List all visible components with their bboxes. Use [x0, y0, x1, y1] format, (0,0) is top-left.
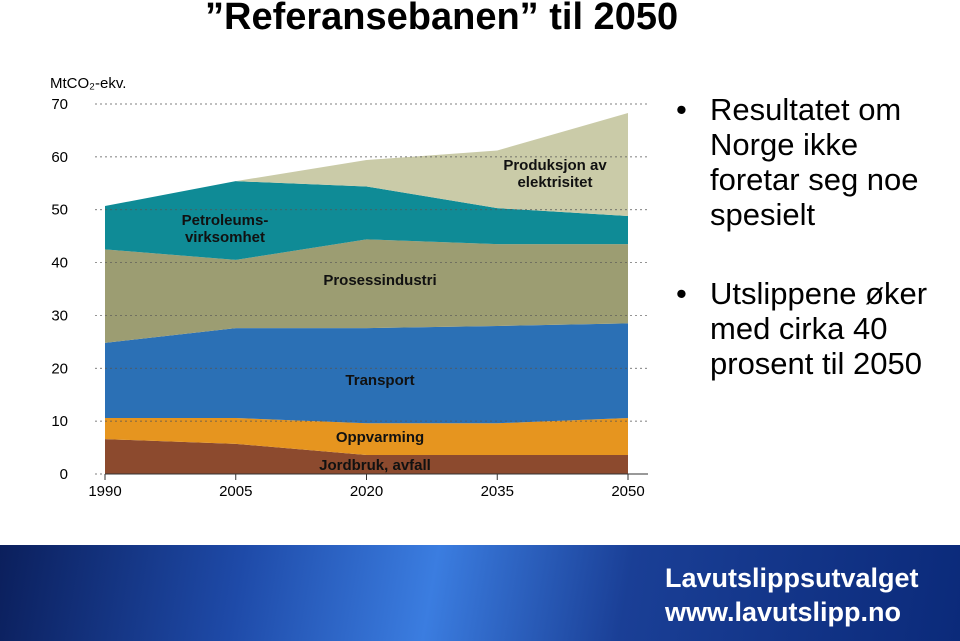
y-tick-label: 10 [51, 413, 68, 430]
area [105, 417, 628, 455]
y-tick-label: 40 [51, 255, 68, 272]
area-label: Transport [345, 372, 415, 389]
bullet: Resultatet om Norge ikke foretar seg noe… [676, 92, 956, 232]
area-label: Jordbruk, avfall [319, 457, 431, 474]
area [105, 323, 628, 424]
y-tick-label: 30 [51, 307, 68, 324]
y-tick-label: 0 [60, 466, 68, 483]
x-tick-label: 2005 [219, 483, 252, 500]
area-label: Prosessindustri [323, 272, 437, 289]
area [105, 181, 628, 260]
area [105, 112, 628, 217]
y-axis-label: MtCO₂-ekv. [50, 75, 126, 92]
area-label: Produksjon av elektrisitet [503, 157, 607, 191]
x-tick-label: 1990 [88, 483, 121, 500]
area [105, 239, 628, 343]
footer: Lavutslippsutvalget www.lavutslipp.no [0, 545, 960, 641]
x-tick-label: 2035 [481, 483, 514, 500]
x-tick-label: 2050 [611, 483, 644, 500]
y-tick-label: 60 [51, 149, 68, 166]
footer-name: Lavutslippsutvalget [665, 563, 919, 593]
x-tick-label: 2020 [350, 483, 383, 500]
area-label: Petroleums-virksomhet [181, 212, 269, 246]
chart: MtCO₂-ekv. 0 10 20 30 40 50 60 70 1990 2005 2020 20… [45, 75, 655, 505]
footer-url: www.lavutslipp.no [665, 597, 902, 627]
area [105, 439, 628, 474]
bullet-list: Resultatet om Norge ikke foretar seg noe… [676, 92, 956, 425]
y-tick-label: 70 [51, 96, 68, 113]
y-tick-label: 50 [51, 202, 68, 219]
bullet: Utslippene øker med cirka 40 prosent til… [676, 276, 956, 381]
area-label: Oppvarming [335, 429, 425, 446]
slide-title: ”Referansebanen” til 2050 [205, 0, 679, 38]
y-tick-label: 20 [51, 360, 68, 377]
